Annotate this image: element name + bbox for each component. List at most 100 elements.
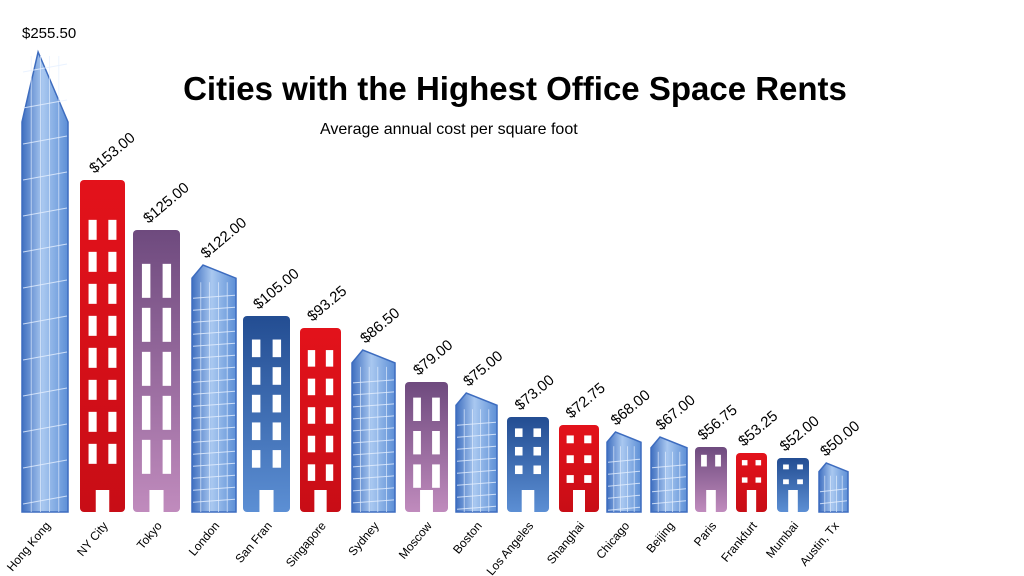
bar-window [741,477,748,483]
bar-window [566,475,574,483]
category-label: Shanghai [544,519,587,567]
bar-floor-line [22,495,68,505]
bar-floor-line [22,351,68,361]
bar-window [251,422,261,441]
bar-body [243,316,290,512]
bar-door [314,490,327,512]
bar-chicago [606,431,642,513]
bar-floor-line [651,476,687,481]
bar-floor-line [192,402,236,407]
bar-floor-line [192,294,236,299]
bar-body [80,180,125,512]
value-label: $122.00 [198,214,250,262]
bar-window [533,428,542,437]
bar-window [88,315,97,336]
bar-window [783,464,789,470]
bar-floor-line [651,464,687,469]
bar-window [432,431,440,455]
bar-window [251,367,261,385]
bar-window [88,283,97,304]
bar-beijing [650,436,688,513]
bar-austin-tx [818,462,849,513]
bar-window [108,379,117,400]
bar-window [755,477,762,483]
value-label: $67.00 [653,392,699,435]
bar-floor-line [607,494,641,499]
bar-window [584,475,592,483]
bar-floor-line [22,171,68,181]
bar-window [162,395,172,430]
bar-window [413,431,421,455]
category-label: Austin, Tx [797,519,842,569]
bar-floor-line [352,403,395,408]
bar-window [272,422,282,441]
bar-floor-line [819,488,848,493]
bar-floor-line [456,421,497,426]
bar-window [251,394,261,413]
bar-boston [455,392,498,513]
category-label: NY City [74,519,111,559]
bar-floor-line [192,414,236,419]
bar-floor-line [352,379,395,384]
bar-paris [695,447,727,512]
bar-floor-line [22,459,68,469]
bar-floor-line [456,469,497,474]
bar-window [715,454,721,467]
bar-ny-city [80,180,125,512]
value-label: $52.00 [777,413,823,456]
bar-body [507,417,549,512]
bar-window [251,339,261,358]
value-label: $68.00 [608,387,654,430]
bar-san-fran [243,316,290,512]
value-label: $75.00 [460,348,506,391]
bar-window [272,394,282,413]
bar-floor-line [192,426,236,431]
bar-window [701,454,707,467]
bar-window [141,307,151,342]
bar-window [307,407,316,424]
bar-body [351,349,396,513]
bar-window [533,446,542,456]
bar-window [325,464,334,481]
bar-door [521,490,535,512]
bar-floor-line [22,63,68,73]
category-label: Hong Kong [4,519,53,574]
value-label: $86.50 [357,305,403,348]
category-label: Singapore [283,519,329,570]
bar-window [108,315,117,336]
bar-window [88,219,97,240]
category-label: Los Angeles [484,519,537,576]
bar-floor-line [192,474,236,479]
bar-door [420,490,433,512]
bar-door [95,490,110,512]
bar-door [259,490,274,512]
bar-window [755,460,762,466]
bar-window [108,347,117,368]
bar-window [251,450,261,468]
bar-floor-line [352,427,395,432]
bar-window [88,379,97,400]
category-label: Beijing [643,519,677,556]
bar-body [559,425,599,512]
bar-hong-kong [21,49,69,513]
bar-window [307,435,316,453]
bar-floor-line [352,475,395,480]
value-label: $56.75 [695,402,741,445]
bar-window [162,307,172,342]
bar-floor-line [352,487,395,492]
bar-floor-line [192,486,236,491]
bar-floor-line [456,457,497,462]
bar-floor-line [607,470,641,475]
bar-body [650,436,688,513]
bar-window [108,251,117,272]
bar-floor-line [192,462,236,467]
bar-window [325,378,334,396]
value-label: $53.25 [735,408,781,451]
bar-window [413,464,421,488]
bar-floor-line [456,433,497,438]
value-label: $72.75 [563,380,609,423]
bar-floor-line [192,450,236,455]
bar-floor-line [192,330,236,335]
bar-body [300,328,341,512]
bar-floor-line [192,318,236,323]
